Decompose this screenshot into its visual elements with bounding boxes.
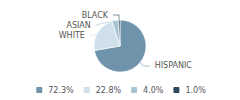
svg-text:BLACK: BLACK: [82, 11, 109, 20]
svg-text:HISPANIC: HISPANIC: [155, 61, 193, 70]
svg-text:4.0%: 4.0%: [143, 86, 164, 95]
svg-text:72.3%: 72.3%: [48, 86, 74, 95]
svg-text:WHITE: WHITE: [59, 31, 85, 40]
svg-text:22.8%: 22.8%: [96, 86, 122, 95]
svg-text:1.0%: 1.0%: [185, 86, 206, 95]
svg-text:ASIAN: ASIAN: [66, 21, 90, 30]
